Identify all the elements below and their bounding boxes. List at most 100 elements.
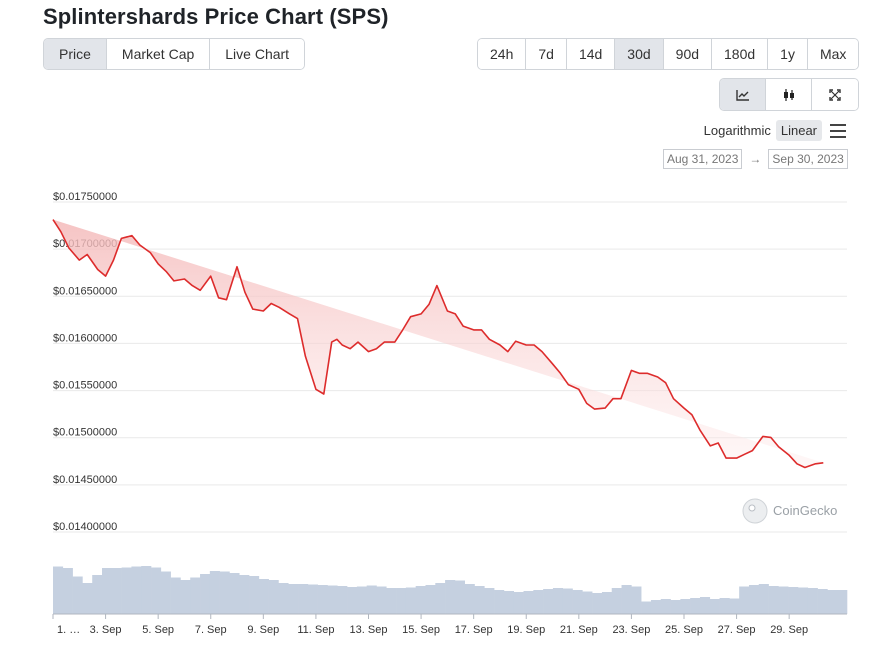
price-area: [53, 219, 824, 468]
volume-bar: [72, 576, 83, 614]
range-24h-button[interactable]: 24h: [478, 39, 527, 69]
coingecko-logo-icon: [742, 498, 768, 524]
volume-bar: [729, 598, 740, 614]
y-tick-label: $0.01600000: [53, 332, 117, 344]
date-from-input[interactable]: Aug 31, 2023: [663, 149, 743, 169]
x-tick-label: 1. …: [57, 624, 80, 636]
volume-bar: [513, 592, 524, 614]
volume-bar: [670, 600, 681, 614]
volume-bar: [768, 586, 779, 614]
volume-bar: [268, 580, 279, 614]
volume-bar: [660, 599, 671, 614]
volume-bar: [366, 585, 377, 614]
price-line-path: [52, 219, 824, 469]
volume-bar: [190, 577, 201, 614]
volume-bar: [62, 568, 73, 614]
volume-bar: [641, 601, 652, 614]
volume-bar: [307, 584, 318, 614]
x-tick-label: 17. Sep: [455, 624, 493, 636]
x-tick-label: 7. Sep: [195, 624, 227, 636]
volume-bar: [572, 590, 583, 614]
y-tick-label: $0.01750000: [53, 191, 117, 203]
y-tick-label: $0.01400000: [53, 521, 117, 533]
scale-toggle: Logarithmic Linear: [699, 120, 846, 141]
volume-bar: [396, 588, 407, 614]
volume-bar: [533, 590, 544, 614]
range-180d-button[interactable]: 180d: [712, 39, 769, 69]
volume-bar: [778, 586, 789, 614]
tab-market-cap[interactable]: Market Cap: [106, 39, 211, 69]
volume-bar: [229, 573, 240, 614]
volume-bar: [327, 585, 338, 614]
x-tick-label: 13. Sep: [350, 624, 388, 636]
range-max-button[interactable]: Max: [807, 39, 859, 69]
fullscreen-button[interactable]: [812, 79, 858, 110]
x-tick-label: 23. Sep: [612, 624, 650, 636]
x-tick-label: 5. Sep: [142, 624, 174, 636]
candlestick-button[interactable]: [766, 79, 812, 110]
volume-bar: [298, 584, 309, 614]
volume-bar: [601, 592, 613, 614]
tab-price[interactable]: Price: [44, 39, 107, 69]
logarithmic-option[interactable]: Logarithmic: [703, 123, 771, 138]
grid-lines: [53, 201, 847, 533]
range-14d-button[interactable]: 14d: [566, 39, 616, 69]
volume-bar: [611, 588, 622, 614]
volume-bar: [317, 585, 328, 614]
volume-bar: [102, 568, 113, 614]
x-tick-label: 25. Sep: [665, 624, 703, 636]
volume-bar: [699, 597, 711, 614]
price-area-fill: [53, 219, 824, 468]
volume-bar: [562, 588, 573, 614]
volume-bar: [621, 585, 632, 614]
date-to-input[interactable]: Sep 30, 2023: [768, 149, 848, 169]
volume-bar: [445, 580, 456, 614]
volume-bar: [690, 598, 701, 614]
hamburger-menu-icon[interactable]: [830, 123, 846, 138]
range-30d-button[interactable]: 30d: [615, 39, 664, 69]
volume-bar: [151, 567, 162, 614]
volume-bar: [650, 600, 662, 614]
volume-bar: [356, 586, 367, 614]
page-title: Splintershards Price Chart (SPS): [43, 4, 389, 29]
volume-bar: [82, 583, 93, 614]
volume-bar: [817, 589, 828, 614]
x-tick-label: 19. Sep: [507, 624, 545, 636]
volume-bar: [278, 583, 289, 614]
date-range-selector: Aug 31, 2023 → Sep 30, 2023: [663, 149, 848, 169]
tab-live-chart[interactable]: Live Chart: [210, 39, 305, 69]
volume-bar: [827, 590, 838, 614]
coingecko-watermark: CoinGecko: [742, 498, 837, 524]
line-chart-button[interactable]: [720, 79, 766, 110]
volume-bar: [592, 593, 603, 614]
volume-bar: [494, 590, 505, 614]
volume-bar: [709, 599, 720, 614]
y-tick-label: $0.01450000: [53, 474, 117, 486]
price-line: [52, 219, 824, 469]
volume-bar: [435, 583, 446, 614]
linear-option[interactable]: Linear: [775, 120, 822, 141]
x-tick-label: 21. Sep: [560, 624, 598, 636]
y-tick-label: $0.01550000: [53, 380, 117, 392]
y-tick-label: $0.01500000: [53, 427, 117, 439]
x-axis-ticks: 1. … 3. Sep 5. Sep 7. Sep 9. Sep 11. Sep 13. S…: [52, 614, 808, 636]
line-chart-icon: [735, 89, 749, 101]
volume-bar: [209, 571, 220, 614]
range-90d-button[interactable]: 90d: [663, 39, 713, 69]
volume-bar: [141, 566, 152, 614]
volume-bar: [415, 586, 426, 614]
x-tick-label: 29. Sep: [770, 624, 808, 636]
volume-bar: [474, 586, 485, 614]
chart-type-toggle: [719, 78, 859, 111]
volume-bar: [719, 598, 730, 614]
range-7d-button[interactable]: 7d: [526, 39, 567, 69]
range-1y-button[interactable]: 1y: [768, 39, 808, 69]
volume-bar: [837, 590, 848, 614]
y-tick-label: $0.01650000: [53, 285, 117, 297]
volume-bar: [631, 586, 642, 614]
volume-bar: [160, 571, 171, 614]
x-tick-label: 3. Sep: [90, 624, 122, 636]
volume-bar: [288, 584, 299, 614]
time-range-tabs: 24h 7d 14d 30d 90d 180d 1y Max: [477, 38, 860, 70]
